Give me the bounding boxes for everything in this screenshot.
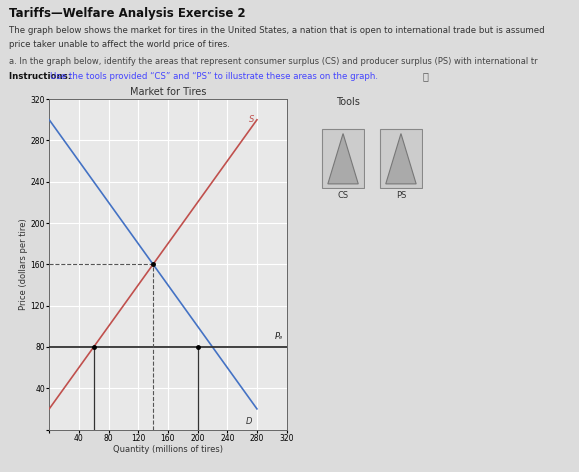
X-axis label: Quantity (millions of tires): Quantity (millions of tires) xyxy=(113,446,223,455)
Polygon shape xyxy=(386,134,416,184)
Text: The graph below shows the market for tires in the United States, a nation that i: The graph below shows the market for tir… xyxy=(9,26,544,35)
Text: Instructions:: Instructions: xyxy=(9,72,74,81)
Text: PS: PS xyxy=(396,191,406,200)
Text: a. In the graph below, identify the areas that represent consumer surplus (CS) a: a. In the graph below, identify the area… xyxy=(9,57,537,66)
Polygon shape xyxy=(328,134,358,184)
Text: ⓘ: ⓘ xyxy=(423,71,428,81)
FancyBboxPatch shape xyxy=(322,129,364,187)
FancyBboxPatch shape xyxy=(380,129,422,187)
Text: price taker unable to affect the world price of tires.: price taker unable to affect the world p… xyxy=(9,40,229,49)
Text: Pₑ: Pₑ xyxy=(275,332,284,341)
Y-axis label: Price (dollars per tire): Price (dollars per tire) xyxy=(19,219,28,310)
Text: S: S xyxy=(249,115,254,124)
Text: D: D xyxy=(246,417,253,426)
Text: CS: CS xyxy=(338,191,349,200)
Text: Tools: Tools xyxy=(336,97,360,107)
Text: Tariffs—Welfare Analysis Exercise 2: Tariffs—Welfare Analysis Exercise 2 xyxy=(9,7,245,20)
Title: Market for Tires: Market for Tires xyxy=(130,87,206,97)
Text: Use the tools provided “CS” and “PS” to illustrate these areas on the graph.: Use the tools provided “CS” and “PS” to … xyxy=(50,72,378,81)
